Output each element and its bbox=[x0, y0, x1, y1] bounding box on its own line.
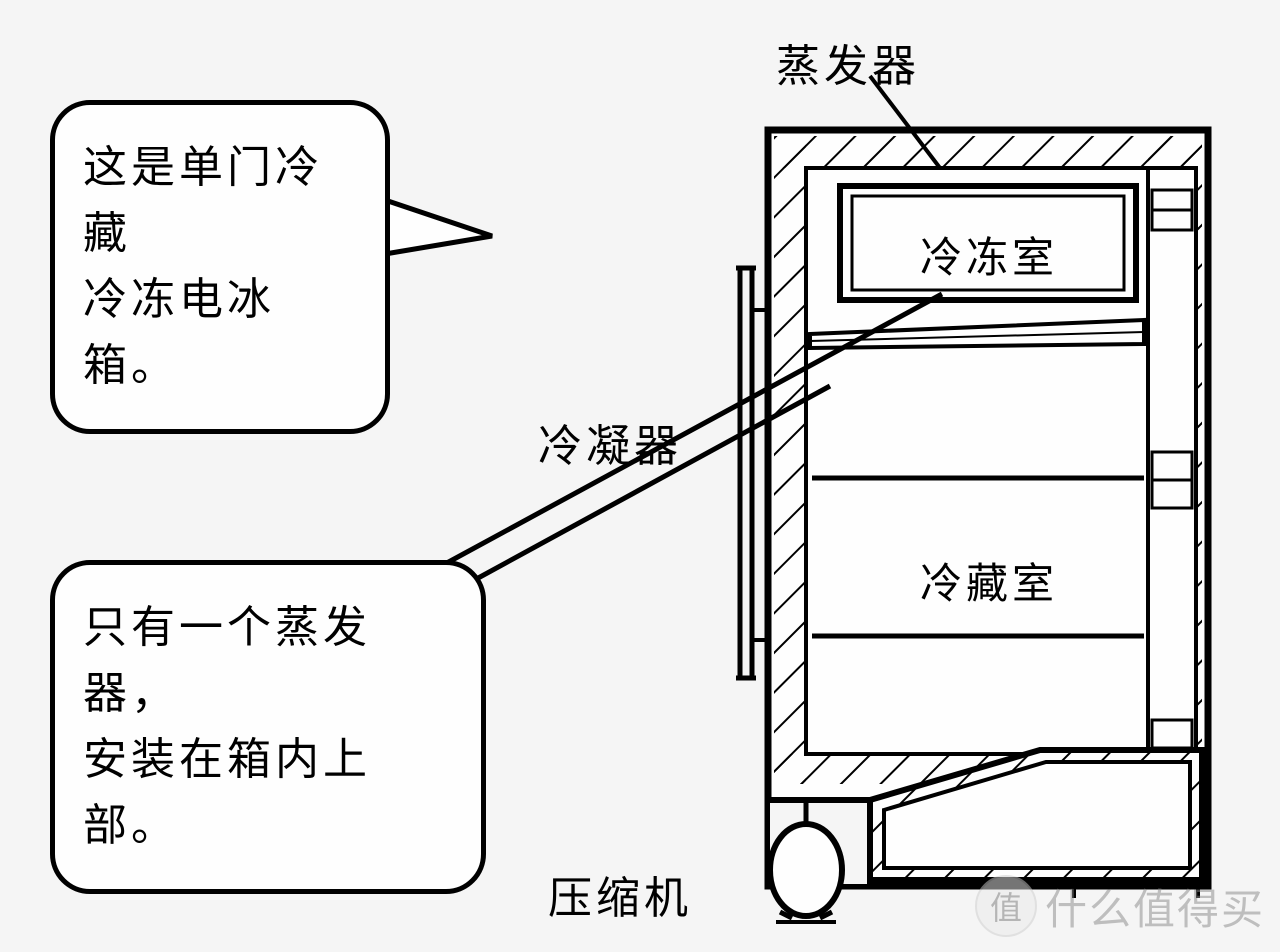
callout-bottom: 只有一个蒸发器， 安装在箱内上部。 bbox=[50, 560, 486, 894]
label-fridge: 冷藏室 bbox=[920, 550, 1058, 611]
watermark-text: 什么值得买 bbox=[1045, 876, 1265, 937]
label-compressor: 压缩机 bbox=[548, 862, 692, 926]
label-evaporator: 蒸发器 bbox=[776, 30, 920, 94]
door-liner bbox=[1148, 168, 1196, 784]
label-condenser: 冷凝器 bbox=[538, 410, 682, 474]
callout-bottom-line2: 安装在箱内上部。 bbox=[83, 727, 453, 859]
callout-top-pointer bbox=[385, 200, 492, 254]
watermark: 值 什么值得买 bbox=[975, 875, 1265, 937]
label-freezer: 冷冻室 bbox=[920, 224, 1058, 285]
callout-top-line2: 冷冻电冰箱。 bbox=[83, 267, 357, 399]
watermark-badge-icon: 值 bbox=[975, 875, 1037, 937]
insulation-top bbox=[774, 136, 1202, 168]
callout-top: 这是单门冷藏 冷冻电冰箱。 bbox=[50, 100, 390, 434]
insulation-left bbox=[774, 136, 806, 784]
callout-top-line1: 这是单门冷藏 bbox=[83, 135, 357, 267]
callout-bottom-line1: 只有一个蒸发器， bbox=[83, 595, 453, 727]
compressor-body bbox=[770, 824, 842, 916]
